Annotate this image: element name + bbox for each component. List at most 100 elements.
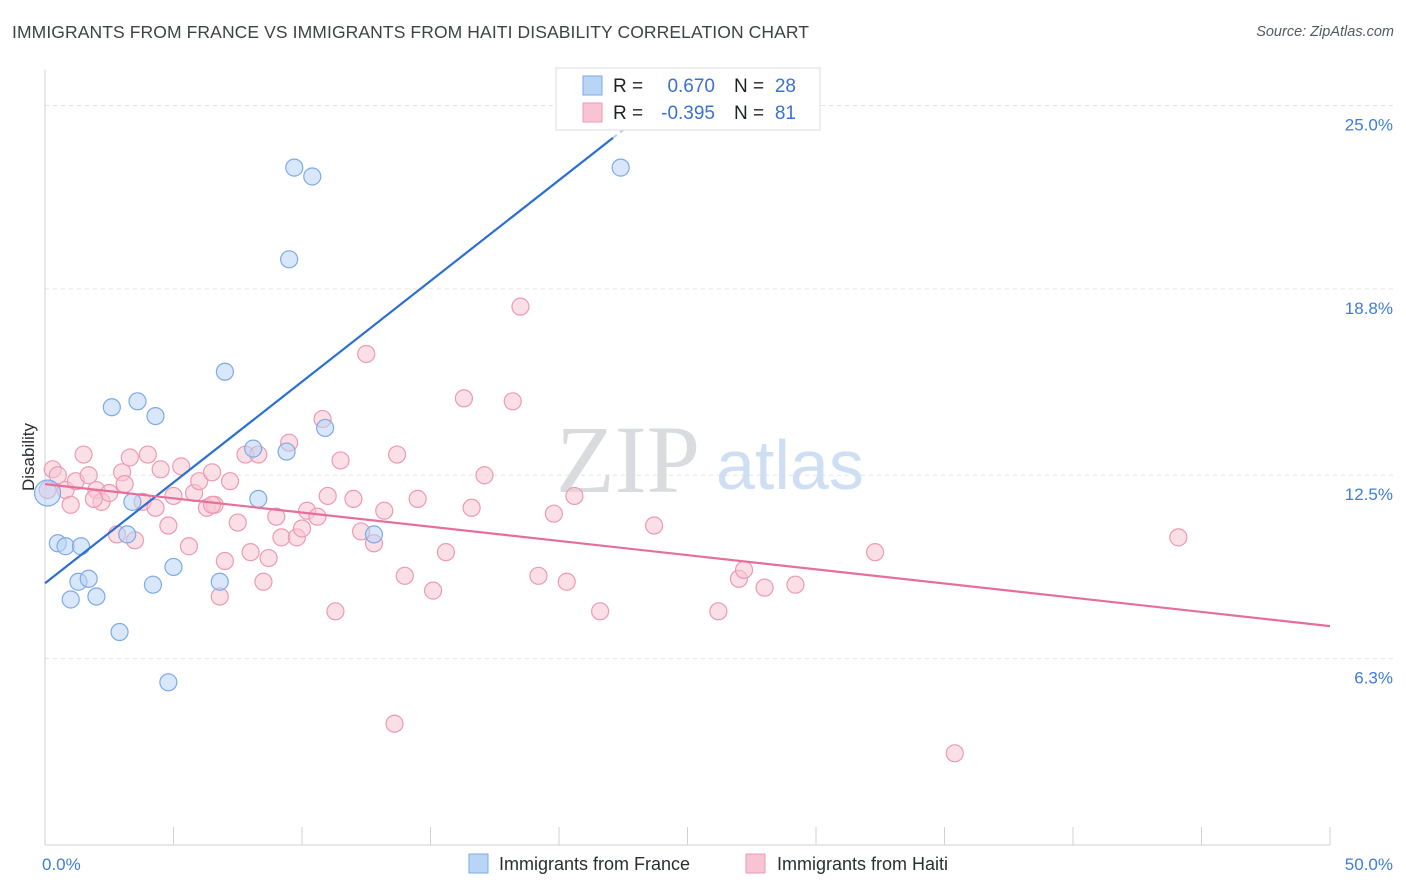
x-tick-label: 50.0% [1345, 855, 1393, 874]
france-point [33, 479, 62, 507]
haiti-point [375, 501, 394, 520]
legend-haiti-label: Immigrants from Haiti [777, 854, 948, 874]
france-point [285, 158, 304, 177]
chart-title: IMMIGRANTS FROM FRANCE VS IMMIGRANTS FRO… [12, 22, 810, 42]
haiti-n-value: 81 [775, 103, 796, 124]
haiti-point [79, 466, 98, 485]
haiti-point [866, 543, 885, 562]
haiti-point [326, 602, 345, 621]
france-point [118, 525, 137, 544]
haiti-point [565, 486, 584, 506]
france-stats-swatch [582, 75, 603, 96]
haiti-point [529, 566, 548, 585]
france-point [244, 439, 263, 458]
haiti-point [151, 460, 170, 479]
france-point [277, 442, 296, 461]
france-point [79, 569, 98, 588]
haiti-point [190, 472, 209, 491]
france-n-value: 28 [775, 76, 796, 97]
haiti-point [146, 498, 165, 517]
haiti-stats-swatch [582, 102, 603, 123]
y-tick-label: 25.0% [1345, 115, 1393, 134]
haiti-point [344, 489, 363, 509]
france-point [164, 557, 183, 577]
haiti-point [84, 489, 103, 509]
haiti-point [945, 744, 964, 763]
legend: Immigrants from France Immigrants from H… [468, 853, 948, 874]
france-n-label: N = [734, 76, 764, 97]
haiti-point [436, 543, 456, 562]
france-series [33, 158, 630, 692]
haiti-point [503, 392, 522, 411]
x-axis-ticks: 0.0% 50.0% [42, 855, 1393, 874]
haiti-point [220, 472, 240, 491]
france-point [611, 158, 630, 177]
france-point [364, 525, 384, 544]
y-axis-ticks: 6.3% 12.5% 18.8% 25.0% [1345, 115, 1393, 687]
haiti-trend-line [44, 483, 1331, 628]
haiti-point [259, 548, 278, 568]
haiti-point [267, 507, 286, 526]
haiti-series [38, 297, 1188, 763]
haiti-point [115, 475, 134, 494]
legend-haiti-swatch [745, 853, 766, 874]
haiti-point [786, 575, 805, 594]
legend-france-swatch [468, 853, 489, 874]
haiti-point [100, 483, 119, 503]
france-r-label: R = [613, 76, 643, 97]
france-point [280, 250, 299, 269]
haiti-point [462, 498, 481, 517]
haiti-point [202, 463, 222, 482]
stats-box: R = 0.670 N = 28 R = -0.395 N = 81 [555, 67, 821, 131]
haiti-point [164, 486, 183, 506]
haiti-point [272, 528, 291, 547]
france-point [146, 406, 165, 426]
y-tick-label: 12.5% [1345, 485, 1393, 504]
haiti-point [308, 507, 327, 526]
watermark: ZIP atlas [556, 406, 864, 513]
haiti-r-value: -0.395 [661, 103, 715, 124]
haiti-point [61, 495, 80, 514]
haiti-point [48, 466, 67, 485]
france-point [249, 489, 268, 509]
haiti-point [292, 519, 312, 538]
haiti-point [357, 344, 376, 364]
france-point [71, 537, 91, 556]
france-r-value: 0.670 [667, 76, 715, 97]
haiti-point [644, 516, 664, 535]
france-point [316, 418, 335, 438]
france-point [123, 492, 142, 511]
haiti-point [385, 714, 404, 733]
haiti-point [475, 466, 494, 485]
france-point [128, 392, 147, 411]
france-point [102, 398, 121, 417]
haiti-point [241, 543, 260, 562]
haiti-point [544, 504, 563, 523]
haiti-point [591, 602, 610, 621]
france-point [159, 673, 178, 692]
haiti-point [755, 578, 774, 597]
haiti-point [734, 560, 754, 580]
haiti-n-label: N = [734, 103, 764, 124]
haiti-point [138, 445, 157, 464]
haiti-point [557, 572, 576, 591]
france-point [303, 167, 322, 186]
haiti-point [511, 297, 530, 316]
haiti-point [423, 581, 443, 600]
haiti-point [228, 513, 247, 532]
haiti-point [120, 448, 139, 467]
haiti-point [408, 489, 427, 509]
france-point [215, 362, 234, 381]
haiti-point [215, 551, 234, 571]
y-tick-label: 18.8% [1345, 299, 1393, 318]
france-point [87, 587, 106, 606]
france-point [210, 572, 229, 591]
haiti-point [254, 572, 273, 591]
haiti-point [387, 445, 407, 464]
france-point [56, 537, 75, 556]
haiti-point [202, 495, 222, 514]
grid-lines [45, 104, 1393, 660]
haiti-point [331, 451, 350, 470]
source-credit: Source: ZipAtlas.com [1256, 24, 1394, 40]
